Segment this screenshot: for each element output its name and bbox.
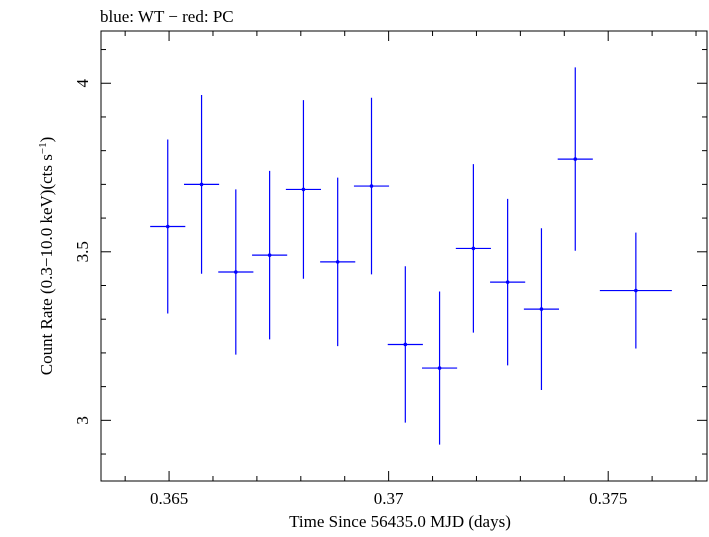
data-point (218, 189, 254, 355)
y-axis-label: Count Rate (0.3−10.0 keV)(cts s−1) (37, 137, 56, 376)
plot-frame (100, 30, 708, 482)
data-marker (471, 246, 476, 251)
data-point (599, 232, 672, 349)
data-point (455, 164, 491, 333)
data-marker (301, 187, 306, 192)
data-point (523, 228, 560, 390)
data-point (353, 97, 390, 275)
data-marker (437, 366, 442, 370)
data-marker (267, 253, 272, 257)
tick-labels: 0.365 0.37 0.375 3 3.5 4 (73, 78, 627, 508)
x-axis-label: Time Since 56435.0 MJD (days) (289, 512, 511, 531)
data-points (150, 67, 672, 445)
data-marker (335, 260, 340, 264)
axis-ticks (101, 31, 707, 481)
data-marker (505, 280, 510, 284)
data-point (285, 100, 322, 279)
data-point (422, 291, 458, 445)
y-tick-label: 4 (73, 78, 92, 87)
y-tick-label: 3.5 (73, 241, 92, 262)
x-tick-label: 0.375 (589, 489, 627, 508)
data-marker (165, 224, 170, 229)
data-point (150, 139, 186, 314)
data-point (387, 266, 423, 423)
x-tick-label: 0.37 (374, 489, 404, 508)
y-tick-label: 3 (73, 416, 92, 425)
chart-title: blue: WT − red: PC (100, 7, 234, 26)
data-point (557, 67, 593, 251)
data-marker (634, 288, 638, 293)
data-marker (199, 182, 204, 187)
data-point (490, 198, 526, 366)
x-tick-label: 0.365 (150, 489, 188, 508)
y-axis-label-main: Count Rate (0.3−10.0 keV)(cts s (37, 154, 56, 375)
y-axis-label-close: ) (37, 137, 56, 143)
data-marker (539, 307, 544, 311)
y-axis-label-exponent: −1 (37, 142, 49, 154)
data-point (320, 177, 356, 347)
data-point (183, 95, 220, 274)
data-marker (403, 342, 408, 347)
data-marker (369, 184, 374, 188)
data-marker (573, 157, 578, 161)
data-point (252, 170, 288, 340)
data-marker (234, 270, 238, 274)
